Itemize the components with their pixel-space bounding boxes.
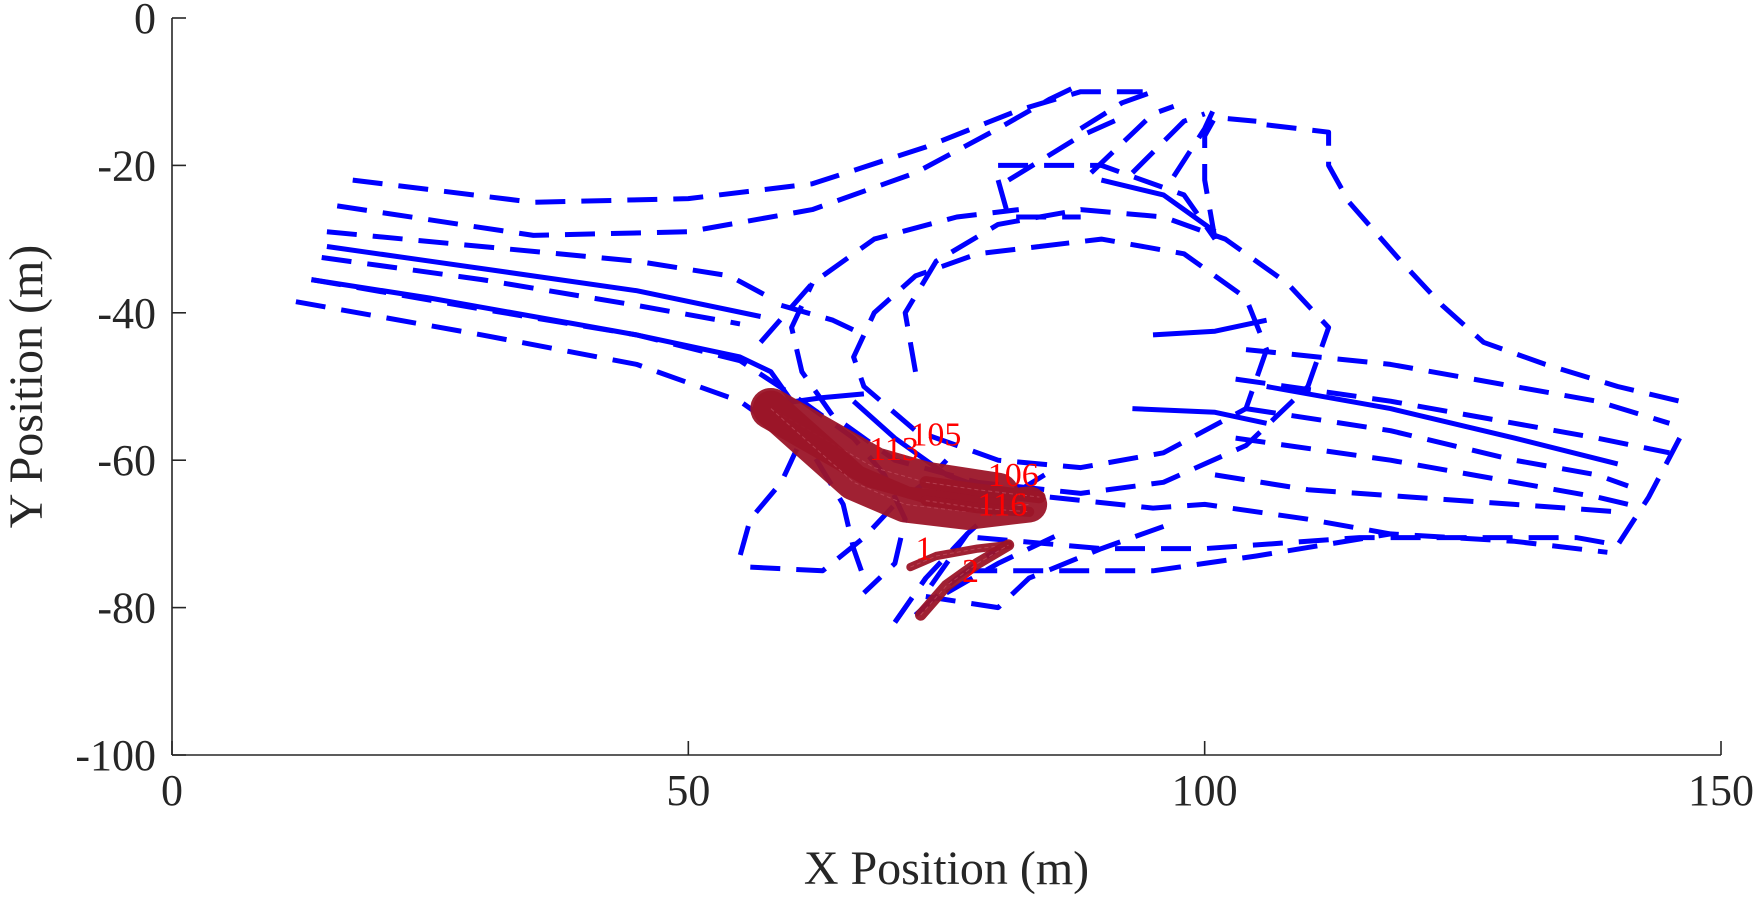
dashed-lane-line — [1079, 89, 1154, 131]
x-tick-label: 150 — [1688, 766, 1754, 815]
x-axis-title: X Position (m) — [804, 842, 1089, 895]
y-axis-ticks: 0 -20 -40 -60 -80 -100 — [75, 0, 186, 780]
dashed-lane-line — [995, 179, 1081, 220]
x-tick-label: 50 — [666, 766, 710, 815]
dashed-lane-line — [1089, 104, 1175, 175]
trajectory-1-striation — [910, 544, 1009, 568]
dashed-lane-line — [1266, 122, 1681, 404]
dashed-lane-line — [892, 576, 928, 624]
vehicle-label-116: 116 — [978, 487, 1028, 524]
y-tick-label: 0 — [134, 0, 156, 43]
dashed-lane-line — [1130, 111, 1206, 175]
y-tick-label: -80 — [97, 584, 156, 633]
y-axis-title: Y Position (m) — [0, 245, 53, 529]
dashed-lane-line — [851, 236, 1270, 471]
dashed-lane-line — [967, 531, 1391, 574]
dashed-lane-line — [295, 299, 867, 579]
y-tick-label: -20 — [97, 141, 156, 190]
x-tick-label: 100 — [1172, 766, 1238, 815]
y-tick-label: -100 — [75, 731, 156, 780]
dashed-lane-line — [336, 82, 1082, 238]
dashed-lane-line — [1049, 494, 1608, 555]
y-tick-label: -40 — [97, 289, 156, 338]
lane-markings — [295, 82, 1682, 624]
dashed-lane-line — [737, 448, 800, 557]
dashed-lane-line — [977, 436, 1682, 552]
dashed-lane-line — [352, 89, 1143, 205]
vehicle-trajectories — [750, 387, 1048, 621]
dashed-lane-line — [789, 207, 1332, 496]
dashed-lane-line — [1245, 406, 1629, 489]
vehicle-label-1: 1 — [916, 531, 933, 568]
solid-lane-line — [1100, 177, 1217, 234]
dashed-lane-line — [1214, 472, 1618, 515]
dashed-lane-line — [1235, 376, 1670, 456]
dashed-lane-line — [925, 520, 1175, 611]
dashed-lane-line — [998, 162, 1218, 241]
dashed-lane-line — [326, 229, 773, 301]
trajectory-116-striation — [925, 500, 1030, 513]
dashed-lane-line — [780, 302, 865, 338]
solid-lane-line — [1266, 384, 1619, 467]
dashed-lane-line — [1171, 105, 1218, 178]
dashed-lane-line — [1245, 347, 1671, 426]
dashed-lane-line — [1235, 435, 1629, 507]
vehicle-label-113: 113 — [869, 431, 919, 468]
vehicle-label-106: 106 — [988, 457, 1039, 494]
trajectory-2-striation — [920, 544, 1009, 616]
dashed-lane-line — [321, 255, 741, 327]
x-tick-label: 0 — [161, 766, 183, 815]
solid-lane-line — [326, 244, 762, 319]
vehicle-label-105: 105 — [910, 417, 961, 454]
x-axis-ticks: 0 50 100 150 — [161, 741, 1754, 815]
trajectory-106-striation — [925, 481, 1040, 498]
solid-lane-line — [1132, 406, 1268, 426]
dashed-lane-line — [1007, 115, 1124, 183]
solid-lane-line — [311, 277, 794, 403]
vehicle-label-2: 2 — [962, 553, 979, 590]
dashed-lane-line — [945, 531, 1062, 596]
dashed-lane-line — [758, 207, 1020, 344]
solid-lane-line — [1152, 317, 1268, 338]
dashed-lane-line — [1202, 115, 1257, 240]
y-tick-label: -60 — [97, 436, 156, 485]
